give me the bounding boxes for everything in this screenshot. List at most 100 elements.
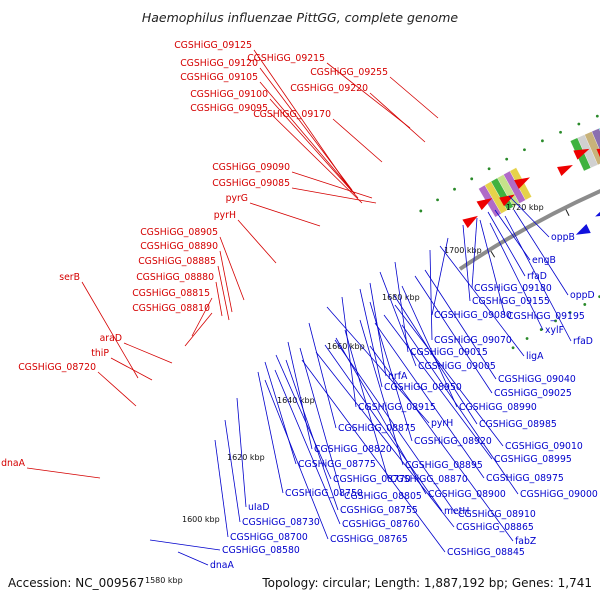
leader-line [275,354,332,480]
leader-line [219,236,245,301]
reverse-gene-label: dnaA [210,560,234,571]
forward-gene-label: CGSHiGG_09085 [212,178,290,189]
reverse-gene-label: CGSHiGG_08915 [358,402,436,413]
reverse-gene-label: rfaD [527,271,547,282]
reverse-gene-label: CGSHiGG_09080 [434,310,512,321]
reverse-gene-label: CGSHiGG_08995 [494,454,572,465]
reverse-gene-label: CGSHiGG_09070 [434,335,512,346]
gc-dot [559,130,562,134]
gc-dot [577,122,581,126]
forward-gene-arrow [476,198,493,211]
leader-line [394,304,504,447]
reverse-gene-arrow [575,223,591,235]
leader-line [259,81,356,195]
forward-gene-label: CGSHiGG_08815 [132,288,210,299]
reverse-gene-label: CGSHiGG_08805 [344,491,422,502]
leader-line [191,297,213,337]
leader-line [110,357,153,381]
gc-dot [525,337,529,340]
forward-gene-label: araD [100,333,122,344]
gene-arrows [462,148,600,235]
tick-mark [565,209,570,216]
leader-line [431,237,449,316]
tick-label: 1720 kbp [506,203,544,212]
reverse-gene-label: CGSHiGG_09010 [505,441,583,452]
leader-line [257,371,284,494]
accession-text: Accession: NC_009567 [8,576,145,590]
gc-dot [541,139,544,143]
gc-dot [523,148,526,152]
leader-line [269,98,359,199]
forward-gene-label: CGSHiGG_08905 [140,227,218,238]
forward-gene-label: CGSHiGG_09090 [212,162,290,173]
leader-line [489,222,544,331]
reverse-gene-label: CGSHiGG_09025 [494,388,572,399]
gc-dot [487,167,491,171]
leader-line [471,217,478,289]
leader-line [264,361,297,465]
reverse-gene-arrow [595,211,600,217]
reverse-gene-label: CGSHiGG_08870 [390,474,468,485]
tick-label: 1580 kbp [145,576,183,585]
leader-line [259,67,353,191]
forward-gene-arrow [573,148,590,160]
leader-line [424,269,497,380]
reverse-gene-label: CGSHiGG_08730 [242,517,320,528]
forward-gene-label: CGSHiGG_09120 [180,58,258,69]
forward-gene-label: CGSHiGG_09100 [190,89,268,100]
forward-gene-label: thiP [91,348,109,359]
tick-label: 1620 kbp [227,453,265,462]
reverse-gene-label: CGSHiGG_08875 [338,423,416,434]
reverse-gene-label: CGSHiGG_08755 [340,505,418,516]
reverse-gene-label: CGSHiGG_08820 [314,444,392,455]
leader-line [359,288,383,388]
leader-line [439,245,525,357]
leader-line [224,419,241,523]
reverse-gene-label: CGSHiGG_09180 [474,283,552,294]
leader-line [308,322,337,429]
reverse-gene-label: uIaD [248,502,270,513]
tick-mark [490,251,496,258]
leader-line [341,296,357,408]
leader-line [504,215,572,342]
leader-line [269,112,363,204]
reverse-gene-label: nrfA [388,371,408,382]
gc-dot [595,114,599,118]
reverse-gene-label: CGSHiGG_08985 [479,419,557,430]
reverse-gene-label: fabZ [515,536,536,547]
gc-dots [419,114,600,350]
reverse-gene-label: CGSHiGG_09040 [498,374,576,385]
forward-gene-arrow [514,177,530,189]
gc-dot [511,346,515,350]
reverse-gene-label: CGSHiGG_08750 [285,488,363,499]
leader-line [291,171,373,199]
forward-gene-label: pyrH [214,210,236,221]
forward-gene-label: CGSHiGG_09215 [247,53,325,64]
gc-dot [539,328,543,331]
leader-line [215,281,223,317]
forward-gene-arrow [596,148,600,158]
leader-lines [26,49,572,566]
forward-gene-arrow [462,215,478,229]
reverse-gene-label: CGSHiGG_08845 [447,547,525,558]
forward-gene-label: pyrG [226,193,248,204]
leader-line [217,265,230,321]
leader-line [287,341,313,450]
forward-gene-label: CGSHiGG_09105 [180,72,258,83]
reverse-gene-label: CGSHiGG_08700 [230,532,308,543]
backbone-arc [458,189,600,271]
reverse-gene-label: CGSHiGG_08765 [330,534,408,545]
leader-line [249,202,321,227]
reverse-gene-label: CGSHiGG_08865 [456,522,534,533]
reverse-gene-label: CGSHiGG_09015 [410,347,488,358]
leader-line [315,351,455,528]
reverse-gene-label: oppB [551,232,575,243]
tick-label: 1700 kbp [444,246,482,255]
leader-line [369,345,514,542]
reverse-gene-label: pyrH [431,418,453,429]
leader-line [291,187,377,204]
reverse-gene-label: CGSHiGG_08900 [428,489,506,500]
forward-gene-arrow [557,165,573,177]
forward-gene-label: CGSHiGG_08880 [136,272,214,283]
